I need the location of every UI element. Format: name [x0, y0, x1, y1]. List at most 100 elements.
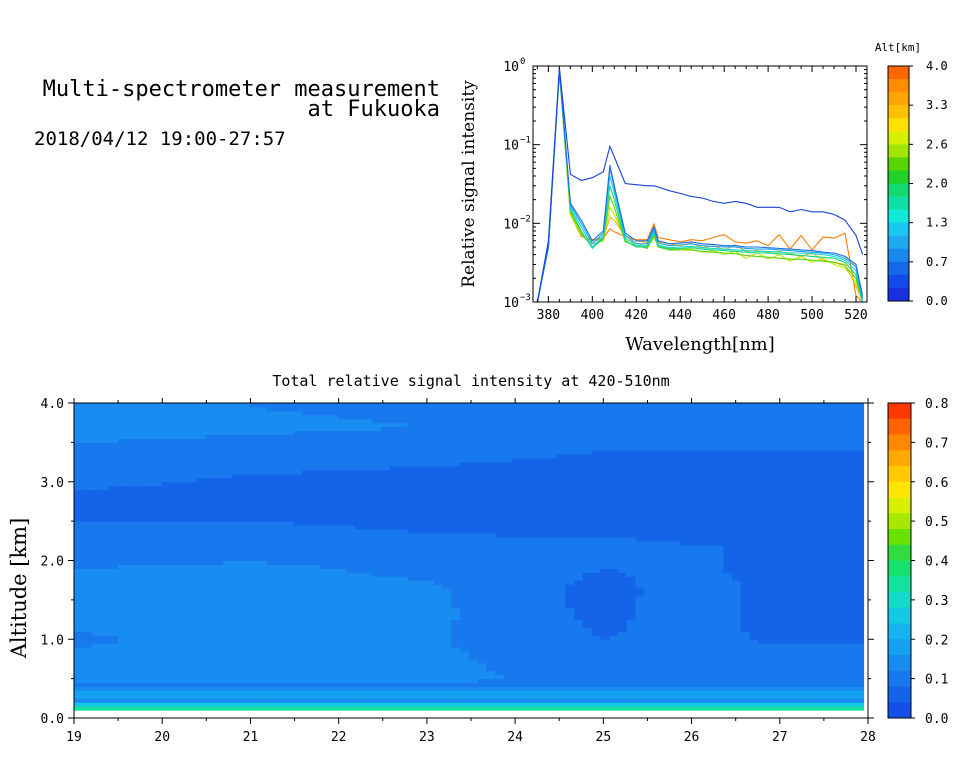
- heatmap-cell: [468, 560, 479, 565]
- heatmap-cell: [231, 619, 242, 624]
- heatmap-cell: [91, 556, 101, 561]
- heatmap-cell: [433, 607, 443, 613]
- heatmap-cell: [319, 576, 329, 581]
- heatmap-cell: [538, 588, 549, 593]
- heatmap-cell: [74, 446, 84, 451]
- heatmap-cell: [495, 588, 505, 593]
- heatmap-cell: [258, 655, 268, 660]
- heatmap-cell: [205, 403, 215, 408]
- heatmap-cell: [214, 485, 224, 491]
- heatmap-cell: [389, 454, 400, 459]
- heatmap-cell: [205, 473, 215, 479]
- heatmap-cell: [512, 690, 522, 695]
- heatmap-cell: [188, 666, 198, 672]
- heatmap-cell: [196, 410, 207, 416]
- heatmap-cell: [117, 501, 128, 506]
- heatmap-cell: [363, 509, 373, 514]
- heatmap-cell: [460, 690, 470, 695]
- heatmap-cell: [547, 532, 558, 538]
- heatmap-cell: [328, 513, 338, 518]
- heatmap-cell: [319, 572, 329, 577]
- heatmap-cell: [477, 651, 487, 656]
- heatmap-cell: [495, 422, 505, 428]
- heatmap-cell: [503, 678, 514, 684]
- heatmap-cell: [460, 607, 470, 613]
- heatmap-cell: [468, 651, 479, 656]
- heatmap-cell: [91, 611, 101, 617]
- heatmap-cell: [161, 662, 171, 668]
- heatmap-cell: [293, 422, 303, 428]
- heatmap-cell: [363, 532, 373, 538]
- heatmap-cell: [109, 666, 119, 672]
- heatmap-cell: [117, 560, 128, 565]
- heatmap-cell: [249, 607, 259, 613]
- heatmap-cell: [442, 469, 452, 475]
- heatmap-cell: [109, 493, 119, 498]
- heatmap-cell: [486, 686, 496, 691]
- heatmap-cell: [205, 635, 215, 640]
- heatmap-cell: [337, 525, 347, 530]
- heatmap-cell: [152, 702, 163, 707]
- heatmap-cell: [284, 430, 294, 435]
- heatmap-cell: [161, 505, 171, 510]
- heatmap-cell: [82, 426, 93, 432]
- heatmap-cell: [416, 442, 426, 447]
- heatmap-cell: [389, 529, 400, 534]
- heatmap-cell: [231, 497, 242, 502]
- heatmap-cell: [389, 694, 400, 699]
- heatmap-cell: [451, 414, 461, 420]
- heatmap-cell: [196, 560, 207, 565]
- heatmap-cell: [556, 473, 566, 479]
- heatmap-cell: [407, 414, 417, 420]
- heatmap-cell: [345, 406, 356, 412]
- heatmap-cell: [354, 603, 365, 609]
- heatmap-cell: [82, 651, 93, 656]
- heatmap-cell: [495, 670, 505, 676]
- heatmap-cell: [179, 501, 189, 506]
- heatmap-cell: [477, 403, 487, 408]
- heatmap-cell: [74, 406, 84, 412]
- heatmap-cell: [600, 462, 610, 467]
- heatmap-cell: [109, 438, 119, 443]
- spectrum-y-tick-exponent: −1: [520, 136, 531, 146]
- heatmap-cell: [424, 540, 435, 546]
- heatmap-cell: [363, 670, 373, 676]
- heatmap-cell: [179, 611, 189, 617]
- heatmap-cell: [240, 686, 250, 691]
- heatmap-cell: [363, 623, 373, 628]
- heatmap-cell: [100, 655, 110, 660]
- heatmap-cell: [249, 686, 259, 691]
- heatmap-cell: [398, 584, 408, 589]
- heatmap-cell: [381, 536, 391, 542]
- heatmap-cell: [179, 529, 189, 534]
- heatmap-cell: [416, 560, 426, 565]
- heatmap-cell: [100, 631, 110, 636]
- heatmap-cell: [231, 493, 242, 498]
- heatmap-cell: [574, 458, 584, 463]
- heatmap-cell: [310, 454, 321, 459]
- heatmap-cell: [170, 434, 180, 439]
- heatmap-cell: [468, 623, 479, 628]
- heatmap-cell: [345, 584, 356, 589]
- heatmap-cell: [451, 509, 461, 514]
- heatmap-cell: [468, 682, 479, 687]
- heatmap-cell: [381, 639, 391, 644]
- heatmap-cell: [74, 501, 84, 506]
- heatmap-cell: [600, 678, 610, 684]
- heatmap-cell: [214, 501, 224, 506]
- heatmap-cell: [144, 662, 154, 668]
- heatmap-cell: [521, 603, 531, 609]
- heatmap-cell: [424, 572, 435, 577]
- heatmap-cell: [486, 414, 496, 420]
- heatmap-cell: [258, 564, 268, 569]
- heatmap-cell: [74, 643, 84, 648]
- heatmap-cell: [319, 607, 329, 613]
- heatmap-cell: [600, 686, 610, 691]
- heatmap-cell: [188, 485, 198, 491]
- heatmap-cell: [223, 442, 233, 447]
- heatmap-cell: [600, 473, 610, 479]
- heatmap-cell: [100, 493, 110, 498]
- heatmap-cell: [109, 548, 119, 554]
- spectrum-y-tick-label: 10: [503, 60, 519, 75]
- heatmap-cell: [468, 556, 479, 561]
